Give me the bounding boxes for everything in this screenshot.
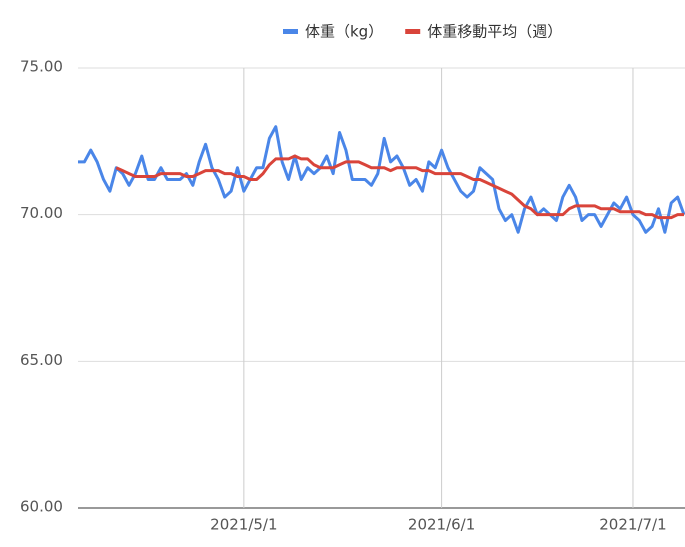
x-tick-label: 2021/5/1 [210,516,277,534]
legend-swatch [283,29,298,34]
x-tick-label: 2021/7/1 [599,516,666,534]
y-tick-label: 75.00 [20,58,63,76]
y-tick-label: 60.00 [20,498,63,516]
legend-swatch [405,29,421,34]
series-line [115,154,684,220]
series-line [78,125,685,234]
legend-label: 体重移動平均（週） [427,23,562,41]
y-tick-label: 70.00 [20,204,63,222]
x-tick-label: 2021/6/1 [408,516,475,534]
legend-label: 体重（kg） [305,23,383,41]
y-tick-label: 65.00 [20,351,63,369]
